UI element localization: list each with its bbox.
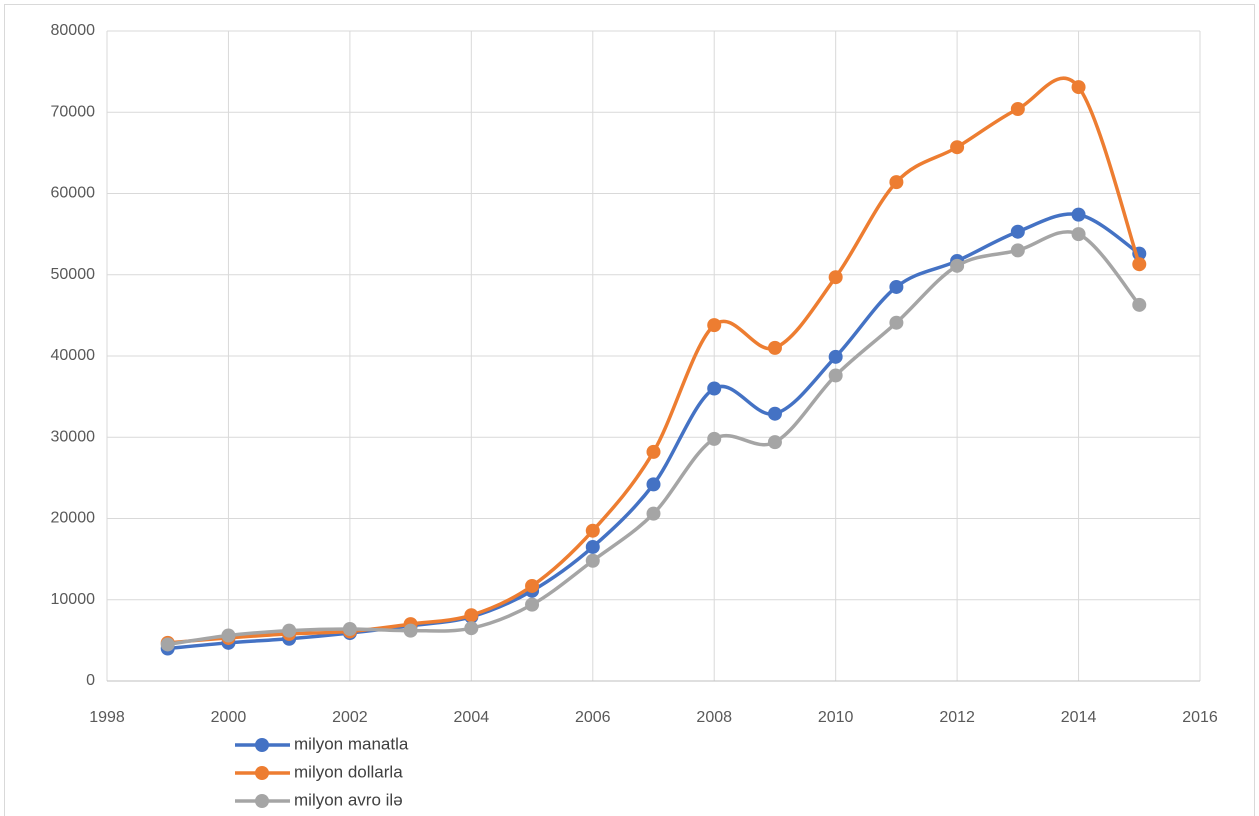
legend: milyon manatla milyon dollarla milyon avro… (235, 734, 409, 809)
x-tick-label: 2008 (696, 709, 732, 726)
x-tick-label: 2006 (575, 709, 611, 726)
data-point (585, 553, 600, 568)
data-point (889, 175, 904, 190)
y-tick-label: 50000 (51, 266, 96, 283)
data-point (646, 506, 661, 521)
data-point (1010, 224, 1025, 239)
legend-marker (255, 794, 269, 808)
data-point (403, 623, 418, 638)
data-point (464, 608, 479, 623)
data-point (950, 258, 965, 273)
y-tick-label: 20000 (51, 510, 96, 527)
data-point (525, 597, 540, 612)
x-tick-label: 2016 (1182, 709, 1218, 726)
data-point (889, 315, 904, 330)
x-tick-label: 1998 (89, 709, 125, 726)
y-tick-label: 30000 (51, 428, 96, 445)
x-tick-label: 2004 (454, 709, 490, 726)
legend-marker (255, 766, 269, 780)
data-point (585, 523, 600, 538)
x-tick-label: 2014 (1061, 709, 1097, 726)
data-point (1071, 80, 1086, 95)
data-point (160, 637, 175, 652)
data-point (1071, 207, 1086, 222)
data-point (464, 621, 479, 636)
x-tick-label: 2012 (939, 709, 975, 726)
data-point (707, 318, 722, 333)
y-tick-label: 0 (86, 672, 95, 689)
data-point (707, 431, 722, 446)
x-tick-label: 2010 (818, 709, 854, 726)
y-tick-label: 40000 (51, 347, 96, 364)
data-point (889, 279, 904, 294)
data-point (646, 444, 661, 459)
data-point (767, 435, 782, 450)
data-point (525, 578, 540, 593)
legend-label: milyon avro ilə (294, 790, 403, 809)
data-point (767, 340, 782, 355)
legend-label: milyon dollarla (294, 762, 403, 781)
chart-frame (4, 4, 1255, 816)
x-tick-label: 2002 (332, 709, 368, 726)
data-point (585, 539, 600, 554)
data-point (828, 368, 843, 383)
data-point (767, 406, 782, 421)
data-point (1010, 102, 1025, 116)
data-point (342, 622, 357, 636)
data-point (828, 270, 843, 285)
data-point (646, 477, 661, 492)
data-point (707, 381, 722, 396)
x-tick-label: 2000 (211, 709, 247, 726)
data-point (950, 140, 965, 155)
legend-marker (255, 738, 269, 752)
data-point (1010, 243, 1025, 258)
legend-label: milyon manatla (294, 734, 409, 753)
y-tick-label: 80000 (51, 22, 96, 39)
data-point (221, 628, 236, 643)
data-point (1132, 257, 1147, 272)
data-point (1071, 227, 1086, 242)
y-tick-label: 10000 (51, 591, 96, 608)
data-point (282, 623, 297, 638)
y-tick-label: 70000 (51, 103, 96, 120)
y-tick-label: 60000 (51, 185, 96, 202)
data-point (828, 349, 843, 364)
data-point (1132, 297, 1147, 312)
